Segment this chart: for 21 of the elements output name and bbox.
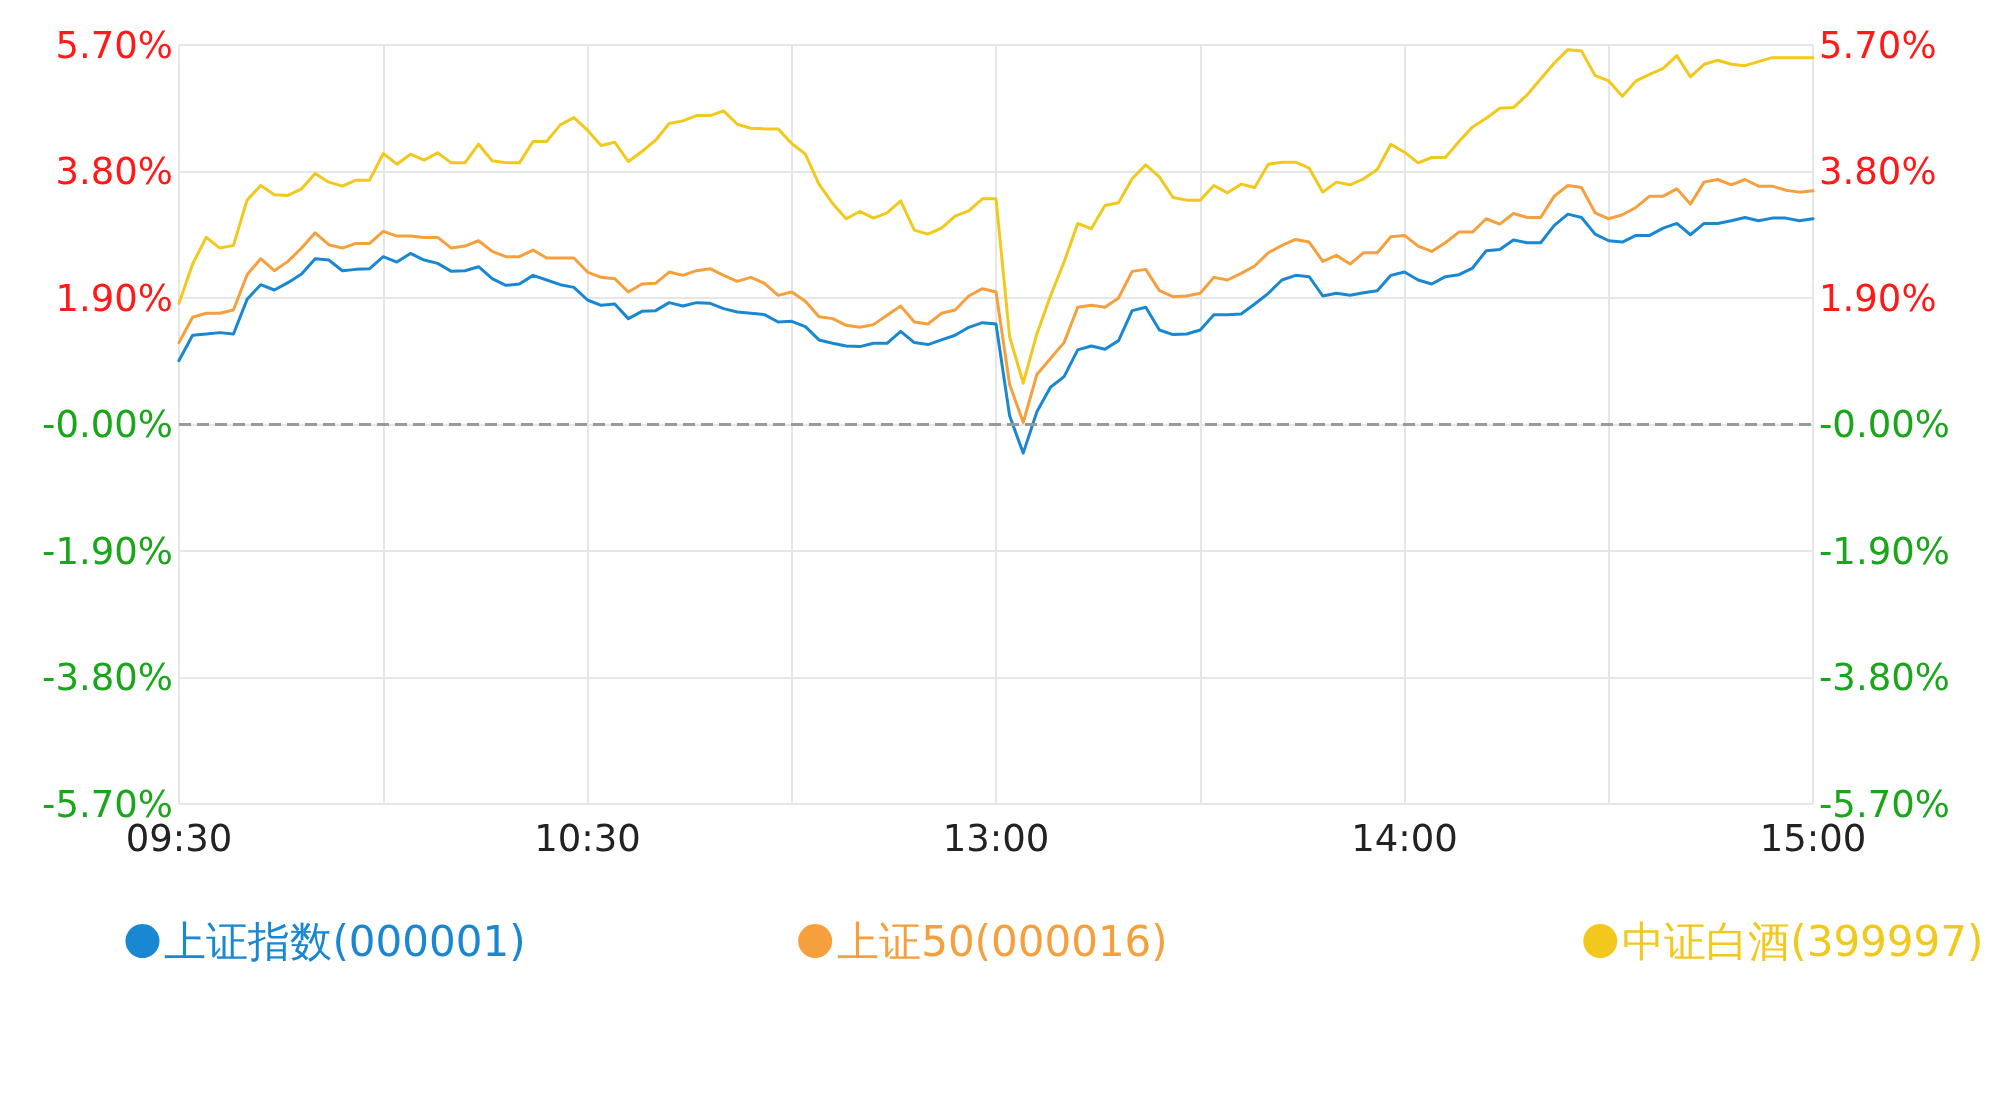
y-tick-label: 3.80% — [55, 150, 173, 193]
legend-label: 上证指数(000001) — [164, 916, 526, 966]
x-tick-label: 10:30 — [534, 817, 641, 860]
y2-tick-label: 3.80% — [1819, 150, 1937, 193]
legend-label: 上证50(000016) — [837, 916, 1168, 966]
y-tick-label: -3.80% — [42, 656, 173, 699]
y-tick-label: 1.90% — [55, 276, 173, 320]
x-tick-label: 13:00 — [942, 817, 1050, 860]
line-series — [177, 212, 1815, 455]
y-tick-label: -1.90% — [42, 529, 173, 573]
line-series — [177, 177, 1815, 424]
y2-tick-label: -1.90% — [1819, 529, 1950, 573]
y2-tick-label: 5.70% — [1819, 23, 1937, 67]
y2-tick-label: -3.80% — [1819, 656, 1950, 699]
y2-tick-label: -0.00% — [1819, 403, 1950, 446]
line-series — [177, 48, 1815, 385]
y-tick-label: 5.70% — [55, 23, 173, 67]
y2-tick-label: 1.90% — [1819, 276, 1937, 320]
y-tick-label: -0.00% — [42, 403, 173, 446]
x-tick-label: 14:00 — [1351, 817, 1458, 860]
legend-label: 中证白酒(399997) — [1622, 916, 1984, 966]
